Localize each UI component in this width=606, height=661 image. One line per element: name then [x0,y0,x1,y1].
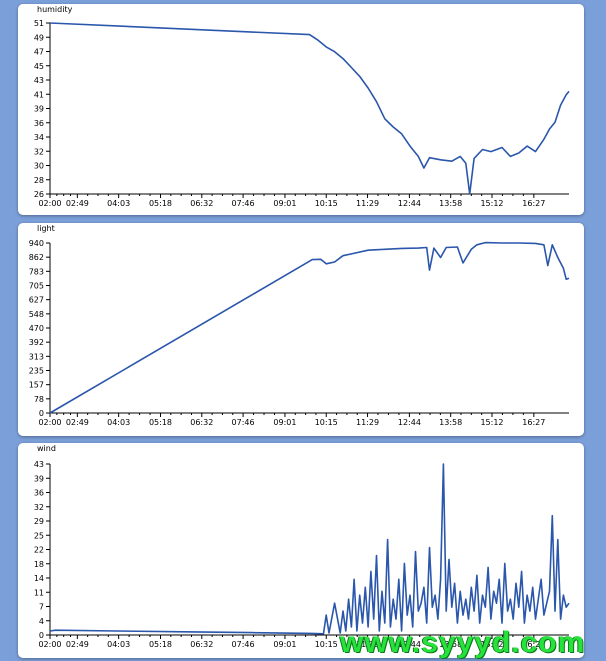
x-tick-label: 11:29 [356,418,379,427]
y-tick-label: 627 [29,296,44,305]
light-series-line [49,241,570,414]
x-tick-label: 16:27 [522,640,545,649]
y-tick-label: 235 [29,367,44,376]
light-chart: 0 78 157 235 313 392 470 548 627 705 783 862 940 02:0… [29,239,570,427]
x-tick-label: 06:32 [190,418,213,427]
y-tick-label: 18 [34,560,44,569]
x-tick-label: 13:58 [439,640,462,649]
x-tick-label: 10:15 [315,199,338,208]
x-tick-label: 11:29 [356,199,379,208]
y-tick-label: 940 [29,239,44,248]
y-tick-label: 11 [34,588,44,597]
x-tick-label: 12:44 [398,418,421,427]
x-tick-label: 04:03 [107,199,130,208]
x-tick-label: 09:01 [273,199,296,208]
x-tick-label: 02:00 [38,418,61,427]
humidity-series-line [49,22,570,195]
x-tick-label: 02:49 [66,418,89,427]
y-tick-label: 43 [34,76,44,85]
y-tick-label: 39 [34,105,44,114]
x-tick-label: 11:29 [356,640,379,649]
y-tick-label: 548 [29,310,44,319]
x-tick-label: 05:18 [149,199,172,208]
y-tick-label: 28 [34,176,44,185]
chart-title: light [37,224,55,233]
y-tick-label: 45 [34,62,44,71]
x-tick-label: 02:00 [38,640,61,649]
y-tick-label: 4 [39,617,44,626]
y-tick-label: 49 [34,33,44,42]
y-tick-label: 41 [34,90,44,99]
x-tick-label: 15:12 [480,640,503,649]
light-chart-panel: light 0 78 157 235 313 392 470 548 627 705 783 862 9… [18,223,584,436]
x-tick-label: 09:01 [273,640,296,649]
y-tick-label: 22 [34,546,44,555]
wind-chart-panel: wind 0 4 7 11 14 18 22 25 29 32 36 39 43 02:00 02:49 04… [18,443,584,658]
y-tick-label: 43 [34,460,44,469]
chart-title: humidity [37,5,73,14]
x-tick-label: 02:00 [38,199,61,208]
wind-series-line [49,463,570,635]
y-tick-label: 32 [34,147,44,156]
y-tick-label: 26 [34,190,44,199]
x-tick-label: 12:44 [398,640,421,649]
x-tick-label: 16:27 [522,418,545,427]
y-tick-label: 392 [29,338,44,347]
chart-title: wind [37,444,56,453]
x-tick-label: 04:03 [107,418,130,427]
x-tick-label: 07:46 [232,640,255,649]
x-tick-label: 13:58 [439,418,462,427]
x-tick-label: 16:27 [522,199,545,208]
y-tick-label: 29 [34,517,44,526]
y-tick-label: 313 [29,352,44,361]
x-tick-label: 10:15 [315,640,338,649]
x-tick-label: 04:03 [107,640,130,649]
y-tick-label: 25 [34,531,44,540]
x-tick-label: 15:12 [480,418,503,427]
x-tick-label: 10:15 [315,418,338,427]
y-tick-label: 36 [34,119,44,128]
x-tick-label: 13:58 [439,199,462,208]
x-tick-label: 06:32 [190,199,213,208]
y-tick-label: 78 [34,395,44,404]
x-tick-label: 07:46 [232,199,255,208]
y-tick-label: 36 [34,489,44,498]
x-tick-label: 07:46 [232,418,255,427]
y-tick-label: 47 [34,48,44,57]
x-tick-label: 09:01 [273,418,296,427]
x-tick-label: 02:49 [66,199,89,208]
y-tick-label: 470 [29,324,44,333]
y-tick-label: 32 [34,503,44,512]
humidity-chart: 26 28 30 32 34 36 39 41 43 45 47 49 51 02:00 02:49 04:0… [34,19,570,208]
y-tick-label: 30 [34,162,44,171]
x-tick-label: 02:49 [66,640,89,649]
x-tick-label: 05:18 [149,418,172,427]
x-tick-label: 15:12 [480,199,503,208]
x-tick-label: 05:18 [149,640,172,649]
y-tick-label: 14 [34,574,44,583]
y-tick-label: 51 [34,19,44,28]
y-tick-label: 783 [29,267,44,276]
wind-chart: 0 4 7 11 14 18 22 25 29 32 36 39 43 02:00 02:49 04:03 05… [34,460,570,649]
y-tick-label: 0 [39,631,44,640]
y-tick-label: 705 [29,282,44,291]
watermark: www.syyyd.com [340,626,586,659]
y-tick-label: 34 [34,133,44,142]
y-tick-label: 0 [39,409,44,418]
x-tick-label: 12:44 [398,199,421,208]
y-tick-label: 39 [34,474,44,483]
y-tick-label: 7 [39,603,44,612]
x-tick-label: 06:32 [190,640,213,649]
y-tick-label: 862 [29,253,44,262]
humidity-chart-panel: humidity 26 28 30 32 34 36 39 41 43 45 47 49 51 02:00… [18,4,584,215]
y-tick-label: 157 [29,381,44,390]
